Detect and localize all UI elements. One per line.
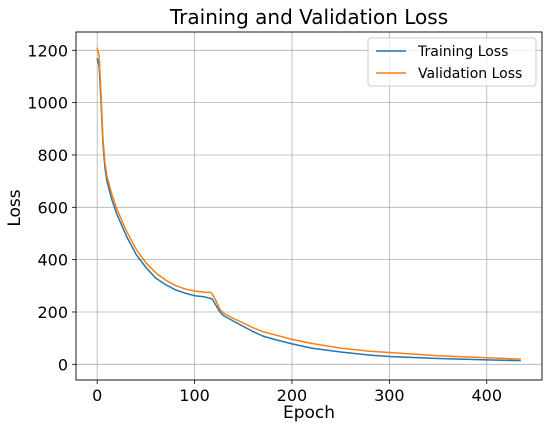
grid bbox=[76, 32, 542, 380]
y-tick-label: 200 bbox=[37, 303, 68, 322]
plot-frame bbox=[75, 31, 543, 381]
x-tick-label: 300 bbox=[374, 386, 405, 405]
x-tick-label: 400 bbox=[471, 386, 502, 405]
x-tick-label: 100 bbox=[179, 386, 210, 405]
legend-label: Validation Loss bbox=[418, 66, 522, 82]
y-tick-label: 800 bbox=[37, 146, 68, 165]
series-line-training-loss bbox=[96, 58, 521, 362]
x-tick-label: 200 bbox=[277, 386, 308, 405]
legend-box bbox=[367, 37, 537, 87]
y-tick-label: 1200 bbox=[27, 41, 68, 60]
ticks: 0 100 200 300 400 0 200 400 600 800 1000 1200 bbox=[27, 41, 502, 405]
y-axis-label: Loss bbox=[5, 189, 25, 226]
legend: Training Loss Validation Loss bbox=[367, 37, 537, 87]
y-tick-label: 400 bbox=[37, 251, 68, 270]
y-tick-label: 0 bbox=[58, 355, 68, 374]
legend-label: Training Loss bbox=[417, 44, 508, 60]
x-tick-label: 0 bbox=[92, 386, 102, 405]
y-tick-label: 600 bbox=[37, 198, 68, 217]
chart-title: Training and Validation Loss bbox=[169, 5, 448, 29]
x-axis-label: Epoch bbox=[283, 403, 335, 423]
y-tick-label: 1000 bbox=[27, 94, 68, 113]
series-line-validation-loss bbox=[96, 47, 521, 360]
series-layer bbox=[96, 47, 521, 362]
